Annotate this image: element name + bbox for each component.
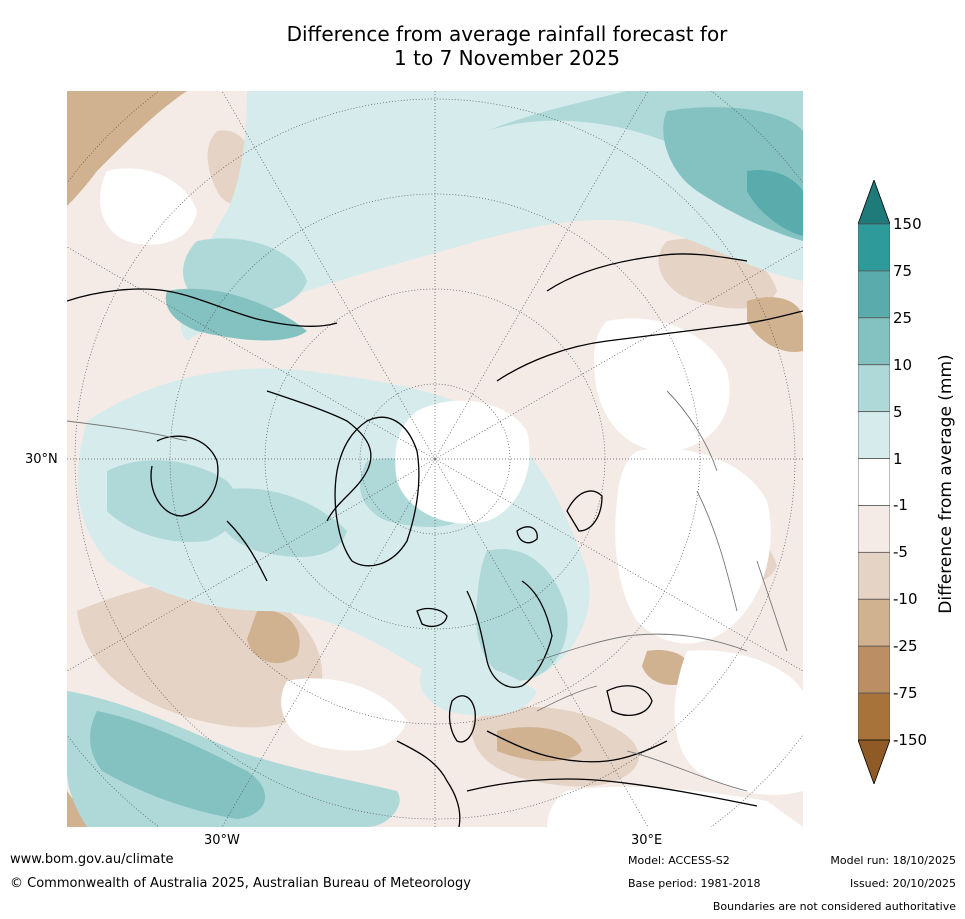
border-kazakhstan [626,633,748,652]
coastline-canada-north [266,390,372,522]
anomaly-wet-canada-east [214,488,347,557]
colorbar-swatch [857,505,891,553]
anomaly-dry-ne [747,297,803,352]
border-siberia-inner [666,390,718,472]
colorbar-swatch [857,364,891,413]
anomaly-neutral-pole [395,400,530,524]
anomaly-neutral-siberia [594,318,730,452]
anomaly-neutral-africa [547,786,803,827]
meridian-150e [434,91,649,460]
coastline-europe-west [396,740,461,827]
footer-url[interactable]: www.bom.gov.au/climate [10,852,174,867]
footer-copyright: © Commonwealth of Australia 2025, Austra… [10,876,471,891]
anomaly-dry-atlantic-core [247,610,300,664]
anomaly-neutral-atlantic [281,678,407,751]
colorbar-tick-label: -10 [893,590,918,609]
anomaly-wet-sw-core [90,711,266,819]
graticule-50n [74,98,796,820]
colorbar-tick-label: -75 [893,684,918,703]
border-east-europe [536,685,598,712]
colorbar [857,178,891,786]
country-borders [67,390,788,792]
colorbar-swatch [857,411,891,459]
coastline-iceland [416,607,448,627]
footer-disclaimer: Boundaries are not considered authoritat… [712,900,956,913]
colorbar-swatch [857,692,891,741]
coastline-britain [448,695,476,743]
border-central-asia [756,560,788,652]
anomaly-neutral-canada [99,168,197,245]
meridian-30e [434,458,649,827]
colorbar-tick-label: 1 [893,449,903,468]
coastline-mediterranean [486,730,668,763]
graticule-80n [359,383,511,535]
anomaly-wet-ne-peak [747,170,803,236]
anomaly-neutral-mid-asia [674,650,803,795]
anomaly-wet-scandinavia [476,549,568,681]
footer-base-period: Base period: 1981-2018 [628,877,761,890]
coastline-greenland [334,416,420,567]
footer-issued: Issued: 20/10/2025 [849,877,956,890]
colorbar-swatch [857,223,891,272]
footer-model-run: Model run: 18/10/2025 [830,854,956,867]
colorbar-tick-label: 5 [893,402,903,421]
anomaly-dry-sw [67,791,97,827]
anomaly-wet-alaska [165,288,307,341]
coastline-scandinavia [466,580,553,688]
title-line-1: Difference from average rainfall forecas… [286,22,728,46]
coastline-north-africa [466,778,758,807]
anomaly-wet-europe [419,660,537,716]
anomaly-dry-med-core [497,727,582,762]
colorbar-graphic [857,178,891,786]
coastline-novaya-zemlya [566,490,603,532]
meridian-150w [221,91,436,460]
colorbar-tick-label: -5 [893,543,908,562]
colorbar-tick-label: -25 [893,637,918,656]
colorbar-tick-label: 150 [893,215,922,233]
coastline-siberia-north [496,310,803,382]
border-russia-west [536,635,628,662]
rainfall-anomaly-map[interactable] [67,91,803,827]
meridian-30w [221,458,436,827]
anomaly-wet-hudson [107,460,238,542]
anomaly-neutral-asia [615,448,771,644]
border-canada-us [67,420,188,442]
anomaly-wet-north [180,91,803,341]
border-middle-east [626,750,748,792]
lon-label-30e: 30°E [631,833,663,848]
colorbar-tick-label: -150 [893,731,928,749]
colorbar-extend-max [857,178,891,225]
colorbar-tick-label: 10 [893,355,913,374]
lat-label-30n: 30°N [25,452,58,467]
coastline-chukotka [546,253,748,292]
coastline-black-sea [606,685,653,716]
border-china-mongolia [696,490,738,612]
coastlines [67,253,803,827]
colorbar-tick-label: 75 [893,261,913,280]
coastline-labrador [226,520,268,582]
colorbar-swatch [857,270,891,319]
colorbar-tick-label: -1 [893,496,908,515]
coastline-hudson-bay [150,435,219,517]
footer-model: Model: ACCESS-S2 [628,854,730,867]
colorbar-swatch [857,598,891,647]
colorbar-tick-label: 25 [893,308,913,327]
colorbar-swatch [857,458,891,506]
lon-label-30w: 30°W [204,833,240,848]
colorbar-title: Difference from average (mm) [936,354,956,614]
graticule [67,91,803,827]
coastline-alaska [67,288,338,327]
title-line-2: 1 to 7 November 2025 [394,46,620,70]
colorbar-extend-min [857,739,891,786]
anomaly-dry-nw [67,91,187,206]
colorbar-swatch [857,317,891,366]
coastline-svalbard [516,526,538,544]
colorbar-swatch [857,645,891,694]
colorbar-swatch [857,551,891,600]
map-title: Difference from average rainfall forecas… [0,22,965,70]
